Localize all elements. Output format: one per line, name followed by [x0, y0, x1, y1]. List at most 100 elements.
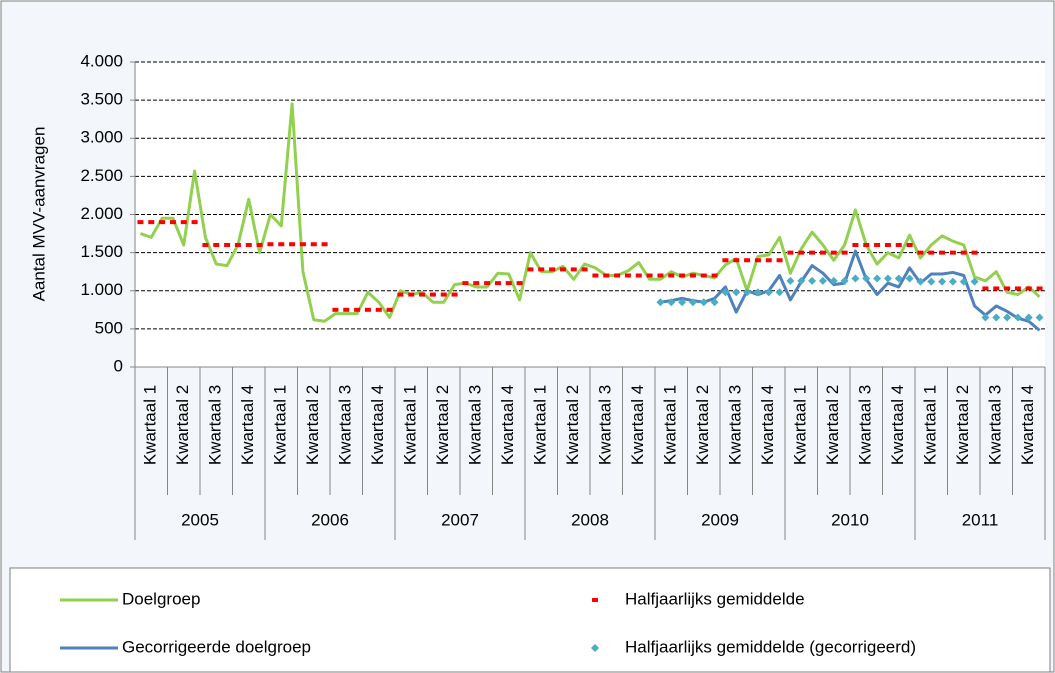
quarter-label: Kwartaal 1: [921, 385, 940, 465]
average-marker: [570, 267, 577, 272]
average-marker: [722, 258, 729, 263]
average-marker: [960, 250, 967, 255]
average-marker: [938, 277, 947, 286]
average-marker: [744, 258, 751, 263]
average-marker: [473, 281, 480, 286]
average-marker: [830, 250, 837, 255]
average-marker: [148, 220, 155, 225]
average-marker: [1025, 286, 1032, 291]
quarter-label: Kwartaal 2: [693, 385, 712, 465]
quarter-label: Kwartaal 4: [498, 385, 517, 465]
average-marker: [894, 274, 903, 283]
average-marker: [213, 243, 220, 247]
average-marker: [1014, 286, 1021, 291]
quarter-label: Kwartaal 3: [466, 385, 485, 465]
average-marker: [657, 273, 664, 278]
quarter-label: Kwartaal 4: [888, 385, 907, 465]
average-marker: [743, 288, 752, 297]
average-marker: [592, 273, 599, 278]
legend-label: Halfjaarlijks gemiddelde (gecorrigeerd): [625, 637, 916, 656]
y-tick-label: 4.000: [80, 51, 123, 70]
average-marker: [169, 220, 176, 225]
average-marker: [505, 281, 512, 286]
average-marker: [710, 298, 719, 307]
average-marker: [603, 273, 610, 278]
average-marker: [982, 286, 989, 291]
y-tick-label: 1.500: [80, 242, 123, 261]
average-marker: [484, 281, 491, 286]
average-marker: [646, 273, 653, 278]
average-marker: [419, 292, 426, 297]
average-marker: [906, 243, 913, 247]
average-marker: [948, 277, 957, 286]
average-marker: [916, 277, 925, 286]
year-label: 2006: [311, 510, 349, 529]
quarter-label: Kwartaal 4: [758, 385, 777, 465]
average-marker: [874, 243, 881, 247]
average-marker: [863, 243, 870, 247]
average-marker: [581, 267, 588, 272]
average-marker: [883, 274, 892, 283]
average-marker: [386, 307, 393, 312]
year-label: 2007: [441, 510, 479, 529]
legend-swatch: [592, 598, 598, 602]
average-marker: [992, 313, 1001, 322]
average-marker: [462, 281, 469, 286]
average-marker: [689, 273, 696, 278]
quarter-label: Kwartaal 2: [173, 385, 192, 465]
average-marker: [202, 243, 209, 247]
average-marker: [635, 273, 642, 278]
average-marker: [549, 267, 556, 272]
average-marker: [700, 273, 707, 278]
average-marker: [667, 298, 676, 307]
average-marker: [981, 313, 990, 322]
average-marker: [310, 242, 317, 247]
average-marker: [862, 274, 871, 283]
year-label: 2009: [701, 510, 739, 529]
average-marker: [819, 250, 826, 255]
quarter-label: Kwartaal 2: [563, 385, 582, 465]
average-marker: [679, 273, 686, 278]
average-marker: [971, 250, 978, 255]
average-marker: [711, 273, 718, 278]
average-marker: [624, 273, 631, 278]
quarter-label: Kwartaal 3: [206, 385, 225, 465]
y-tick-label: 0: [114, 356, 123, 375]
quarter-label: Kwartaal 1: [271, 385, 290, 465]
data-line: [660, 249, 1041, 332]
average-marker: [343, 307, 350, 312]
quarter-label: Kwartaal 4: [238, 385, 257, 465]
quarter-label: Kwartaal 4: [628, 385, 647, 465]
average-marker: [733, 258, 740, 263]
average-marker: [905, 274, 914, 283]
legend-swatch: [591, 644, 599, 652]
average-marker: [516, 281, 523, 286]
average-marker: [538, 267, 545, 272]
y-tick-label: 500: [95, 318, 123, 337]
average-marker: [721, 288, 730, 297]
average-marker: [688, 298, 697, 307]
legend-label: Gecorrigeerde doelgroep: [122, 637, 311, 656]
average-marker: [440, 292, 447, 297]
quarter-label: Kwartaal 1: [661, 385, 680, 465]
y-tick-label: 3.500: [80, 90, 123, 109]
average-marker: [299, 242, 306, 247]
average-marker: [159, 220, 166, 225]
quarter-label: Kwartaal 2: [303, 385, 322, 465]
average-marker: [256, 243, 263, 247]
average-marker: [851, 274, 860, 283]
average-marker: [267, 242, 274, 247]
average-marker: [1004, 286, 1011, 291]
average-marker: [809, 250, 816, 255]
average-marker: [289, 242, 296, 247]
legend-label: Doelgroep: [122, 589, 200, 608]
average-marker: [397, 292, 404, 297]
average-marker: [354, 307, 361, 312]
average-marker: [873, 274, 882, 283]
average-marker: [797, 276, 806, 285]
average-marker: [949, 250, 956, 255]
quarter-label: Kwartaal 2: [823, 385, 842, 465]
quarter-label: Kwartaal 2: [433, 385, 452, 465]
average-marker: [656, 298, 665, 307]
average-marker: [993, 286, 1000, 291]
